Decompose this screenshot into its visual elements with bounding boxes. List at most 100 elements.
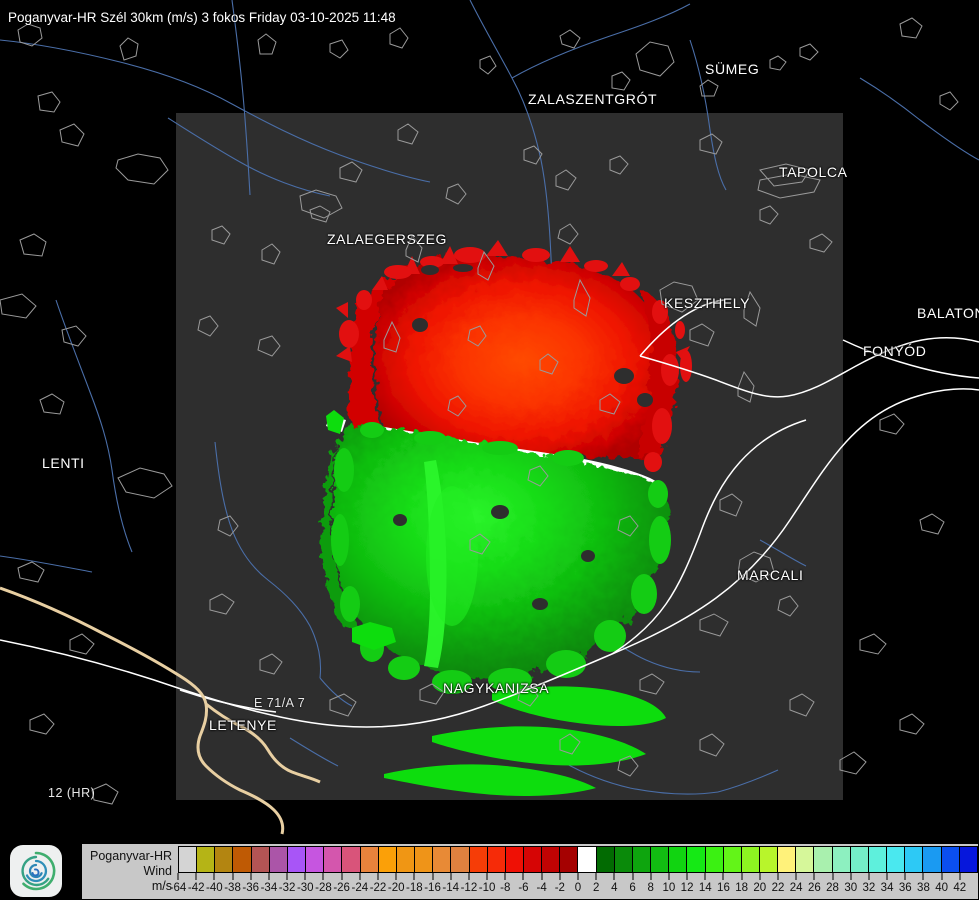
legend-tick-label-15: -14 (442, 882, 460, 894)
legend-tick-mark-29 (704, 873, 706, 880)
legend-tick-label-23: 2 (592, 882, 600, 894)
legend-tick-mark-24 (613, 873, 615, 880)
legend-swatch-37 (850, 847, 869, 872)
legend-swatch-28 (687, 847, 706, 872)
legend-tick-mark-25 (632, 873, 634, 880)
legend-tick-mark-3 (232, 873, 234, 880)
page-title: Poganyvar-HR Szél 30km (m/s) 3 fokos Fri… (8, 10, 396, 25)
legend-tick-mark-20 (541, 873, 543, 880)
legend-tick-label-21: -2 (554, 882, 565, 894)
legend-swatch-4 (251, 847, 270, 872)
legend-tick-mark-42 (941, 873, 943, 880)
green-velocity-region (321, 425, 669, 678)
legend-swatch-26 (651, 847, 670, 872)
legend-tick-mark-2 (213, 873, 215, 880)
settlement-outlines-domain (197, 123, 833, 777)
legend-tick-mark-1 (195, 873, 197, 880)
legend-tick-label-35: 26 (807, 882, 821, 894)
legend-quantity-label: Wind (143, 864, 172, 878)
legend-tick-label-29: 14 (698, 882, 712, 894)
legend-swatch-22 (578, 847, 597, 872)
legend-swatch-24 (614, 847, 633, 872)
legend-swatch-3 (233, 847, 252, 872)
city-label-tapolca: TAPOLCA (779, 164, 848, 180)
city-label-sumeg: SÜMEG (705, 61, 760, 77)
legend-tick-mark-0 (177, 873, 179, 880)
legend-tick-label-11: -22 (369, 882, 387, 894)
legend-swatch-10 (360, 847, 379, 872)
legend-swatch-34 (796, 847, 815, 872)
legend-tick-label-20: -4 (536, 882, 547, 894)
legend-tick-mark-19 (522, 873, 524, 880)
primary-road-line (0, 586, 321, 835)
legend-tick-label-14: -16 (424, 882, 441, 894)
legend-tick-label-27: 10 (662, 882, 676, 894)
red-echo-fringe (336, 240, 690, 362)
legend-ticks: -64 -42 -40 -38 -36 -34 -32 -30 -28 -26 -24 -22 -20-… (170, 873, 978, 899)
legend-scale[interactable]: -64 -42 -40 -38 -36 -34 -32 -30 -28 -26 -24 -22 -20-… (170, 844, 978, 899)
legend-tick-mark-37 (850, 873, 852, 880)
legend-tick-mark-27 (668, 873, 670, 880)
legend-tick-label-39: 34 (880, 882, 894, 894)
river-lines (0, 0, 979, 795)
legend-tick-label-10: -24 (351, 882, 369, 894)
legend-swatch-11 (378, 847, 397, 872)
legend-tick-label-40: 36 (898, 882, 912, 894)
legend-tick-mark-9 (341, 873, 343, 880)
legend-tick-mark-7 (304, 873, 306, 880)
legend-swatch-16 (469, 847, 488, 872)
spiral-logo[interactable] (10, 845, 62, 897)
legend-tick-mark-31 (741, 873, 743, 880)
legend-swatch-12 (396, 847, 416, 872)
city-label-lenti: LENTI (42, 455, 85, 471)
road-label-e71-a7: E 71/A 7 (254, 696, 306, 710)
legend-swatch-18 (505, 847, 524, 872)
legend-swatch-25 (632, 847, 652, 872)
spiral-logo-icon (21, 851, 56, 891)
legend-tick-mark-5 (268, 873, 270, 880)
legend-swatch-40 (905, 847, 924, 872)
legend-swatch-35 (814, 847, 833, 872)
legend-tick-mark-28 (686, 873, 688, 880)
legend-tick-mark-33 (777, 873, 779, 880)
legend-tick-mark-32 (759, 873, 761, 880)
legend-swatch-5 (269, 847, 288, 872)
legend-tick-label-4: -36 (242, 882, 260, 894)
green-core-streak (424, 460, 478, 668)
legend-tick-mark-30 (722, 873, 724, 880)
legend-tick-mark-21 (559, 873, 561, 880)
legend-tick-label-9: -26 (333, 882, 350, 894)
motorway-lines (0, 299, 979, 728)
legend-swatch-7 (306, 847, 325, 872)
legend-swatch-36 (832, 847, 851, 872)
legend-tick-label-25: 6 (629, 882, 636, 894)
legend-tick-mark-36 (832, 873, 834, 880)
legend-swatch-17 (487, 847, 506, 872)
legend-tick-label-28: 12 (680, 882, 694, 894)
legend-swatch-19 (523, 847, 543, 872)
legend-swatch-13 (415, 847, 434, 872)
legend-tick-mark-14 (432, 873, 434, 880)
legend-tick-mark-26 (650, 873, 652, 880)
legend-tick-label-5: -34 (260, 882, 278, 894)
legend-swatches[interactable] (178, 846, 978, 873)
legend-tick-label-31: 18 (735, 882, 749, 894)
legend-unit-label: m/s (151, 879, 172, 893)
legend-tick-label-12: -20 (387, 882, 405, 894)
color-scale-legend[interactable]: Poganyvar-HR Wind m/s -64 -42 -40 -38 -36 -34… (81, 843, 979, 900)
legend-tick-mark-15 (450, 873, 452, 880)
legend-tick-label-41: 38 (917, 882, 930, 894)
legend-tick-mark-4 (250, 873, 252, 880)
legend-tick-label-30: 16 (717, 882, 730, 894)
legend-tick-label-16: -12 (460, 882, 478, 894)
legend-swatch-38 (868, 847, 888, 872)
legend-tick-mark-16 (468, 873, 470, 880)
radar-map[interactable]: Poganyvar-HR Szél 30km (m/s) 3 fokos Fri… (0, 0, 979, 838)
legend-tick-mark-43 (959, 873, 961, 880)
legend-swatch-1 (197, 847, 216, 872)
legend-tick-label-37: 30 (844, 882, 858, 894)
legend-tick-label-33: 22 (771, 882, 785, 894)
legend-tick-label-1: -42 (187, 882, 205, 894)
city-label-balatonboglar: BALATONBO (917, 305, 979, 321)
city-label-fonyod: FONYÓD (863, 343, 927, 359)
